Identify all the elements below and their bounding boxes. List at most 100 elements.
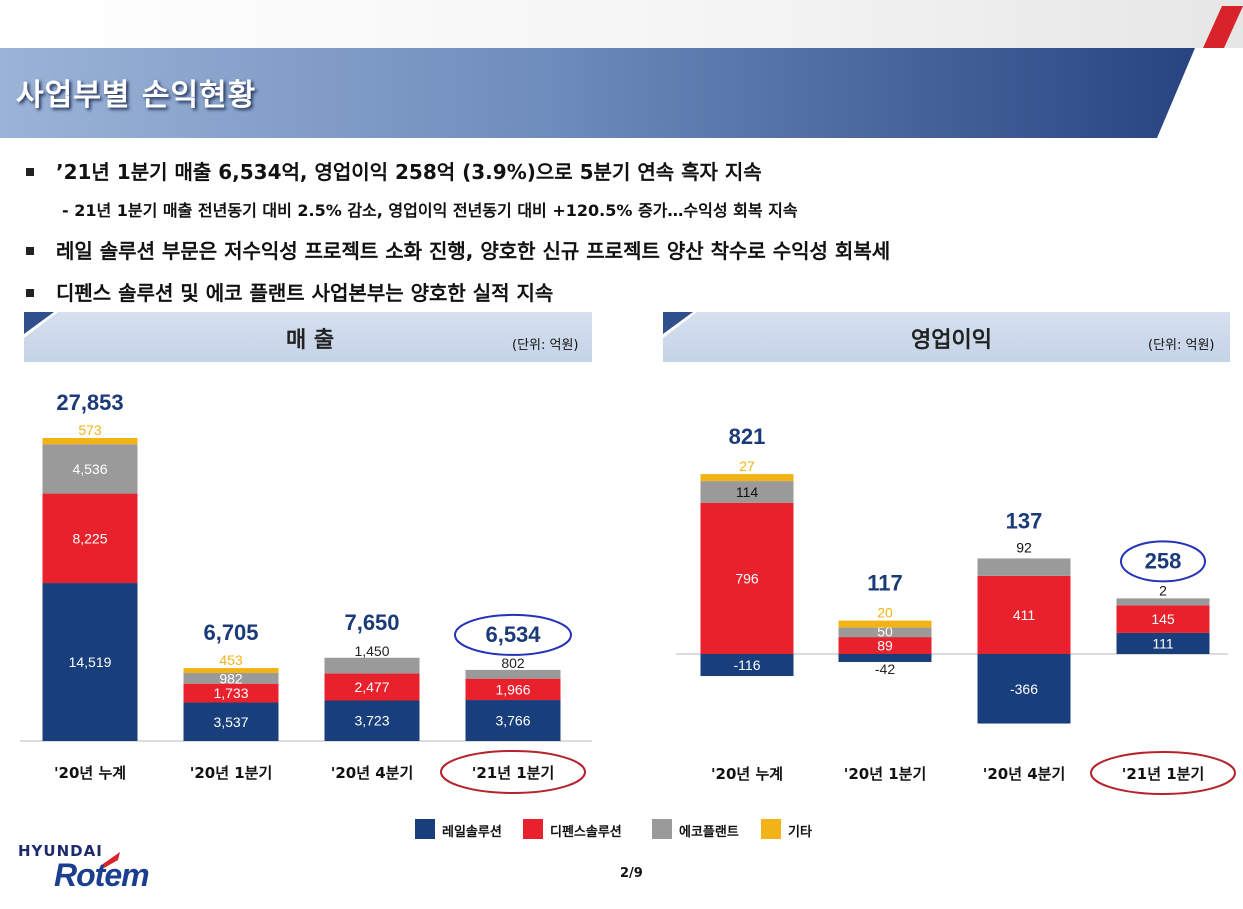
data-label-eco: 92 (1016, 539, 1032, 555)
top-band (0, 0, 1243, 48)
data-label-eco: 114 (736, 484, 759, 500)
category-label: '21년 1분기 (472, 764, 555, 782)
total-label: 821 (729, 424, 766, 449)
data-label-eco: 1,450 (354, 643, 389, 659)
legend-label: 레일솔루션 (442, 825, 502, 840)
bar-segment-rail (700, 654, 794, 677)
data-label-rail: 3,766 (495, 713, 530, 729)
corner-triangle-icon (663, 312, 697, 338)
logo-swoosh-icon (100, 852, 120, 868)
data-label-rail: -116 (734, 657, 761, 673)
category-label: '20년 4분기 (983, 765, 1066, 783)
total-label: 6,705 (203, 620, 258, 645)
bullet-1: ’21년 1분기 매출 6,534억, 영업이익 258억 (3.9%)으로 5… (26, 156, 762, 185)
data-label-other: 27 (739, 458, 755, 474)
bullet-2-text: 레일 솔루션 부문은 저수익성 프로젝트 소화 진행, 양호한 신규 프로젝트 … (56, 239, 891, 263)
bar-segment-defense (465, 678, 561, 701)
logo-rotem-text: Rotem (54, 857, 150, 893)
bar-segment-eco (42, 444, 138, 494)
bar-segment-rail (465, 700, 561, 741)
bar-segment-other (700, 474, 794, 482)
legend-label: 에코플랜트 (679, 825, 739, 840)
data-label-defense: 89 (877, 638, 893, 654)
page-title: 사업부별 손익현황 (16, 78, 257, 113)
bar-segment-defense (700, 502, 794, 654)
total-label: 258 (1145, 548, 1182, 573)
total-highlight-ellipse (454, 613, 572, 656)
total-label: 7,650 (344, 610, 399, 635)
logo-hyundai-text: HYUNDAI (18, 842, 103, 860)
data-label-defense: 2,477 (354, 679, 389, 695)
total-label: 27,853 (56, 390, 123, 415)
page-number: 2/9 (620, 866, 643, 881)
total-label: 117 (867, 571, 903, 596)
category-label: '21년 1분기 (1122, 765, 1205, 783)
category-label: '20년 1분기 (190, 764, 273, 782)
bar-segment-rail (838, 654, 932, 662)
bullet-square-icon (26, 167, 34, 176)
data-label-rail: 3,723 (354, 713, 389, 729)
bar-segment-eco (838, 627, 932, 638)
profit-panel-header: 영업이익 (단위: 억원) (663, 312, 1230, 362)
data-label-other: 20 (877, 605, 893, 621)
data-label-defense: 411 (1013, 607, 1036, 623)
total-label: 6,534 (485, 622, 541, 647)
legend-label: 디펜스솔루션 (550, 825, 622, 840)
bar-segment-rail (977, 654, 1071, 724)
data-label-defense: 796 (735, 570, 759, 586)
data-label-rail: 14,519 (69, 654, 112, 670)
bar-segment-other (42, 438, 138, 445)
bullet-1-sub: - 21년 1분기 매출 전년동기 대비 2.5% 감소, 영업이익 전년동기 … (62, 197, 798, 221)
data-label-other: 573 (78, 422, 102, 438)
legend-swatch (652, 819, 672, 839)
revenue-panel-header: 매 출 (단위: 억원) (24, 312, 592, 362)
data-label-eco: 2 (1159, 582, 1167, 598)
data-label-eco: 4,536 (72, 461, 107, 477)
data-label-eco: 802 (501, 655, 525, 671)
bar-segment-eco (1116, 598, 1210, 606)
bullet-square-icon (26, 288, 34, 297)
bar-segment-defense (324, 673, 420, 701)
bar-segment-eco (465, 669, 561, 679)
bullet-3-text: 디펜스 솔루션 및 에코 플랜트 사업본부는 양호한 실적 지속 (56, 281, 554, 305)
bar-segment-defense (977, 575, 1071, 654)
data-label-rail: 3,537 (213, 714, 248, 730)
bar-segment-rail (324, 700, 420, 741)
bullet-1-sub-text: - 21년 1분기 매출 전년동기 대비 2.5% 감소, 영업이익 전년동기 … (62, 201, 798, 220)
category-label: '20년 누계 (54, 764, 126, 782)
data-label-eco: 982 (219, 670, 243, 686)
bullet-2: 레일 솔루션 부문은 저수익성 프로젝트 소화 진행, 양호한 신규 프로젝트 … (26, 235, 890, 264)
bar-segment-defense (42, 493, 138, 584)
profit-panel-title: 영업이익 (911, 328, 992, 353)
bar-segment-defense (183, 683, 279, 703)
data-label-defense: 145 (1151, 611, 1175, 627)
bar-segment-rail (183, 702, 279, 741)
legend-swatch (761, 819, 781, 839)
legend-swatch (523, 819, 543, 839)
bar-segment-eco (700, 481, 794, 503)
legend-label: 기타 (788, 825, 812, 840)
data-label-defense: 1,733 (213, 685, 248, 701)
total-highlight-ellipse (1120, 540, 1206, 583)
bar-segment-defense (838, 637, 932, 654)
revenue-unit-label: (단위: 억원) (512, 338, 579, 353)
red-accent (1203, 6, 1243, 48)
category-label: '20년 누계 (711, 765, 783, 783)
data-label-other: 453 (219, 652, 243, 668)
title-banner-shape (0, 48, 1195, 138)
category-highlight-ellipse (440, 750, 586, 794)
data-label-defense: 8,225 (72, 530, 107, 546)
category-highlight-ellipse (1090, 751, 1236, 795)
revenue-panel-title: 매 출 (286, 328, 335, 353)
bullet-3: 디펜스 솔루션 및 에코 플랜트 사업본부는 양호한 실적 지속 (26, 277, 553, 306)
data-label-rail: 111 (1152, 635, 1173, 651)
profit-unit-label: (단위: 억원) (1148, 338, 1215, 353)
bar-segment-other (838, 620, 932, 628)
data-label-rail: -42 (875, 661, 895, 677)
bar-segment-rail (42, 583, 138, 741)
bar-segment-eco (324, 657, 420, 674)
category-label: '20년 1분기 (844, 765, 927, 783)
bullet-square-icon (26, 246, 34, 255)
category-label: '20년 4분기 (331, 764, 414, 782)
